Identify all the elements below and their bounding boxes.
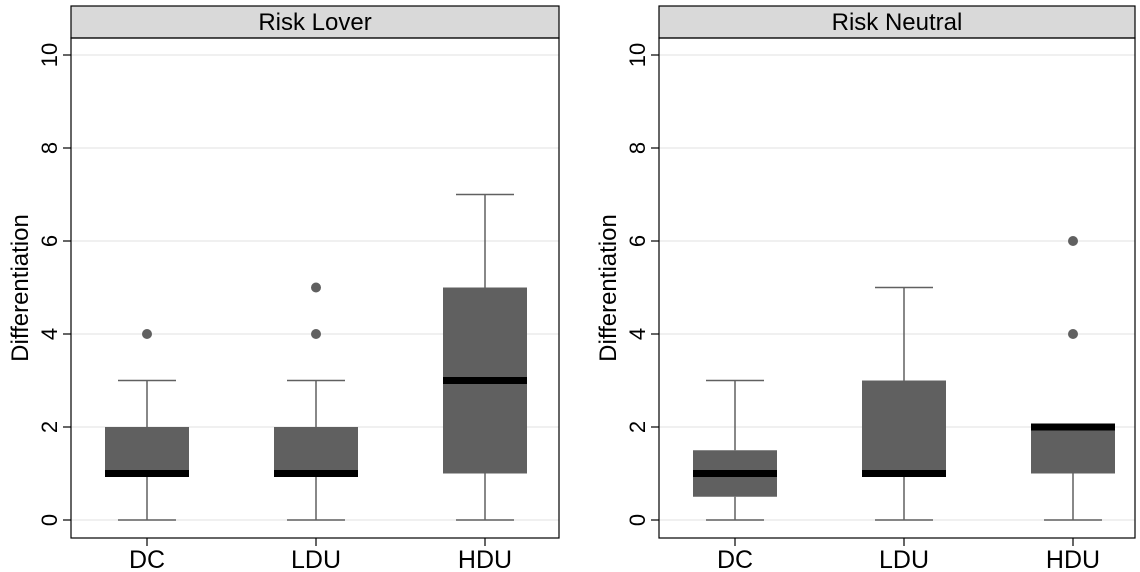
x-axis: DC LDU HDU	[129, 538, 512, 572]
box-hdu	[1031, 236, 1115, 520]
x-tick-label: HDU	[458, 546, 512, 572]
outlier-point	[1068, 329, 1078, 339]
iqr-box	[274, 427, 358, 474]
outlier-point	[311, 283, 321, 293]
y-tick-label: 0	[625, 514, 650, 526]
x-axis: DC LDU HDU	[717, 538, 1100, 572]
y-tick-label: 2	[37, 421, 62, 433]
box-hdu	[443, 195, 527, 521]
y-axis-label: Differentiation	[595, 214, 622, 362]
y-tick-label: 4	[625, 328, 650, 340]
median-line	[1031, 424, 1115, 431]
panel-risk-neutral: Risk Neutral 0 2 4 6 8 10 DC LDU HDU Differenti…	[595, 6, 1135, 572]
median-line	[105, 470, 189, 477]
y-axis: 0 2 4 6 8 10	[625, 43, 659, 526]
iqr-box	[105, 427, 189, 474]
outlier-point	[142, 329, 152, 339]
box-ldu	[862, 288, 946, 521]
iqr-box	[1031, 427, 1115, 474]
x-tick-label: HDU	[1046, 546, 1100, 572]
iqr-box	[862, 381, 946, 474]
panel-risk-lover: Risk Lover 0 2 4 6 8 10 DC LDU HDU Differentiat…	[7, 6, 559, 572]
x-tick-label: LDU	[879, 546, 929, 572]
box-marks	[693, 236, 1115, 520]
outlier-point	[311, 329, 321, 339]
y-tick-label: 10	[37, 43, 62, 67]
box-marks	[105, 195, 527, 521]
x-tick-label: LDU	[291, 546, 341, 572]
median-line	[862, 470, 946, 477]
median-line	[443, 377, 527, 384]
median-line	[693, 470, 777, 477]
y-tick-label: 10	[625, 43, 650, 67]
box-ldu	[274, 283, 358, 521]
panel-title: Risk Neutral	[832, 9, 963, 36]
y-axis-label: Differentiation	[7, 214, 34, 362]
y-tick-label: 0	[37, 514, 62, 526]
y-tick-label: 4	[37, 328, 62, 340]
median-line	[274, 470, 358, 477]
x-tick-label: DC	[129, 546, 165, 572]
box-dc	[693, 381, 777, 521]
y-tick-label: 6	[625, 235, 650, 247]
panel-title: Risk Lover	[258, 9, 371, 36]
y-tick-label: 6	[37, 235, 62, 247]
outlier-point	[1068, 236, 1078, 246]
box-dc	[105, 329, 189, 520]
y-tick-label: 2	[625, 421, 650, 433]
y-axis: 0 2 4 6 8 10	[37, 43, 71, 526]
y-tick-label: 8	[625, 142, 650, 154]
y-tick-label: 8	[37, 142, 62, 154]
x-tick-label: DC	[717, 546, 753, 572]
